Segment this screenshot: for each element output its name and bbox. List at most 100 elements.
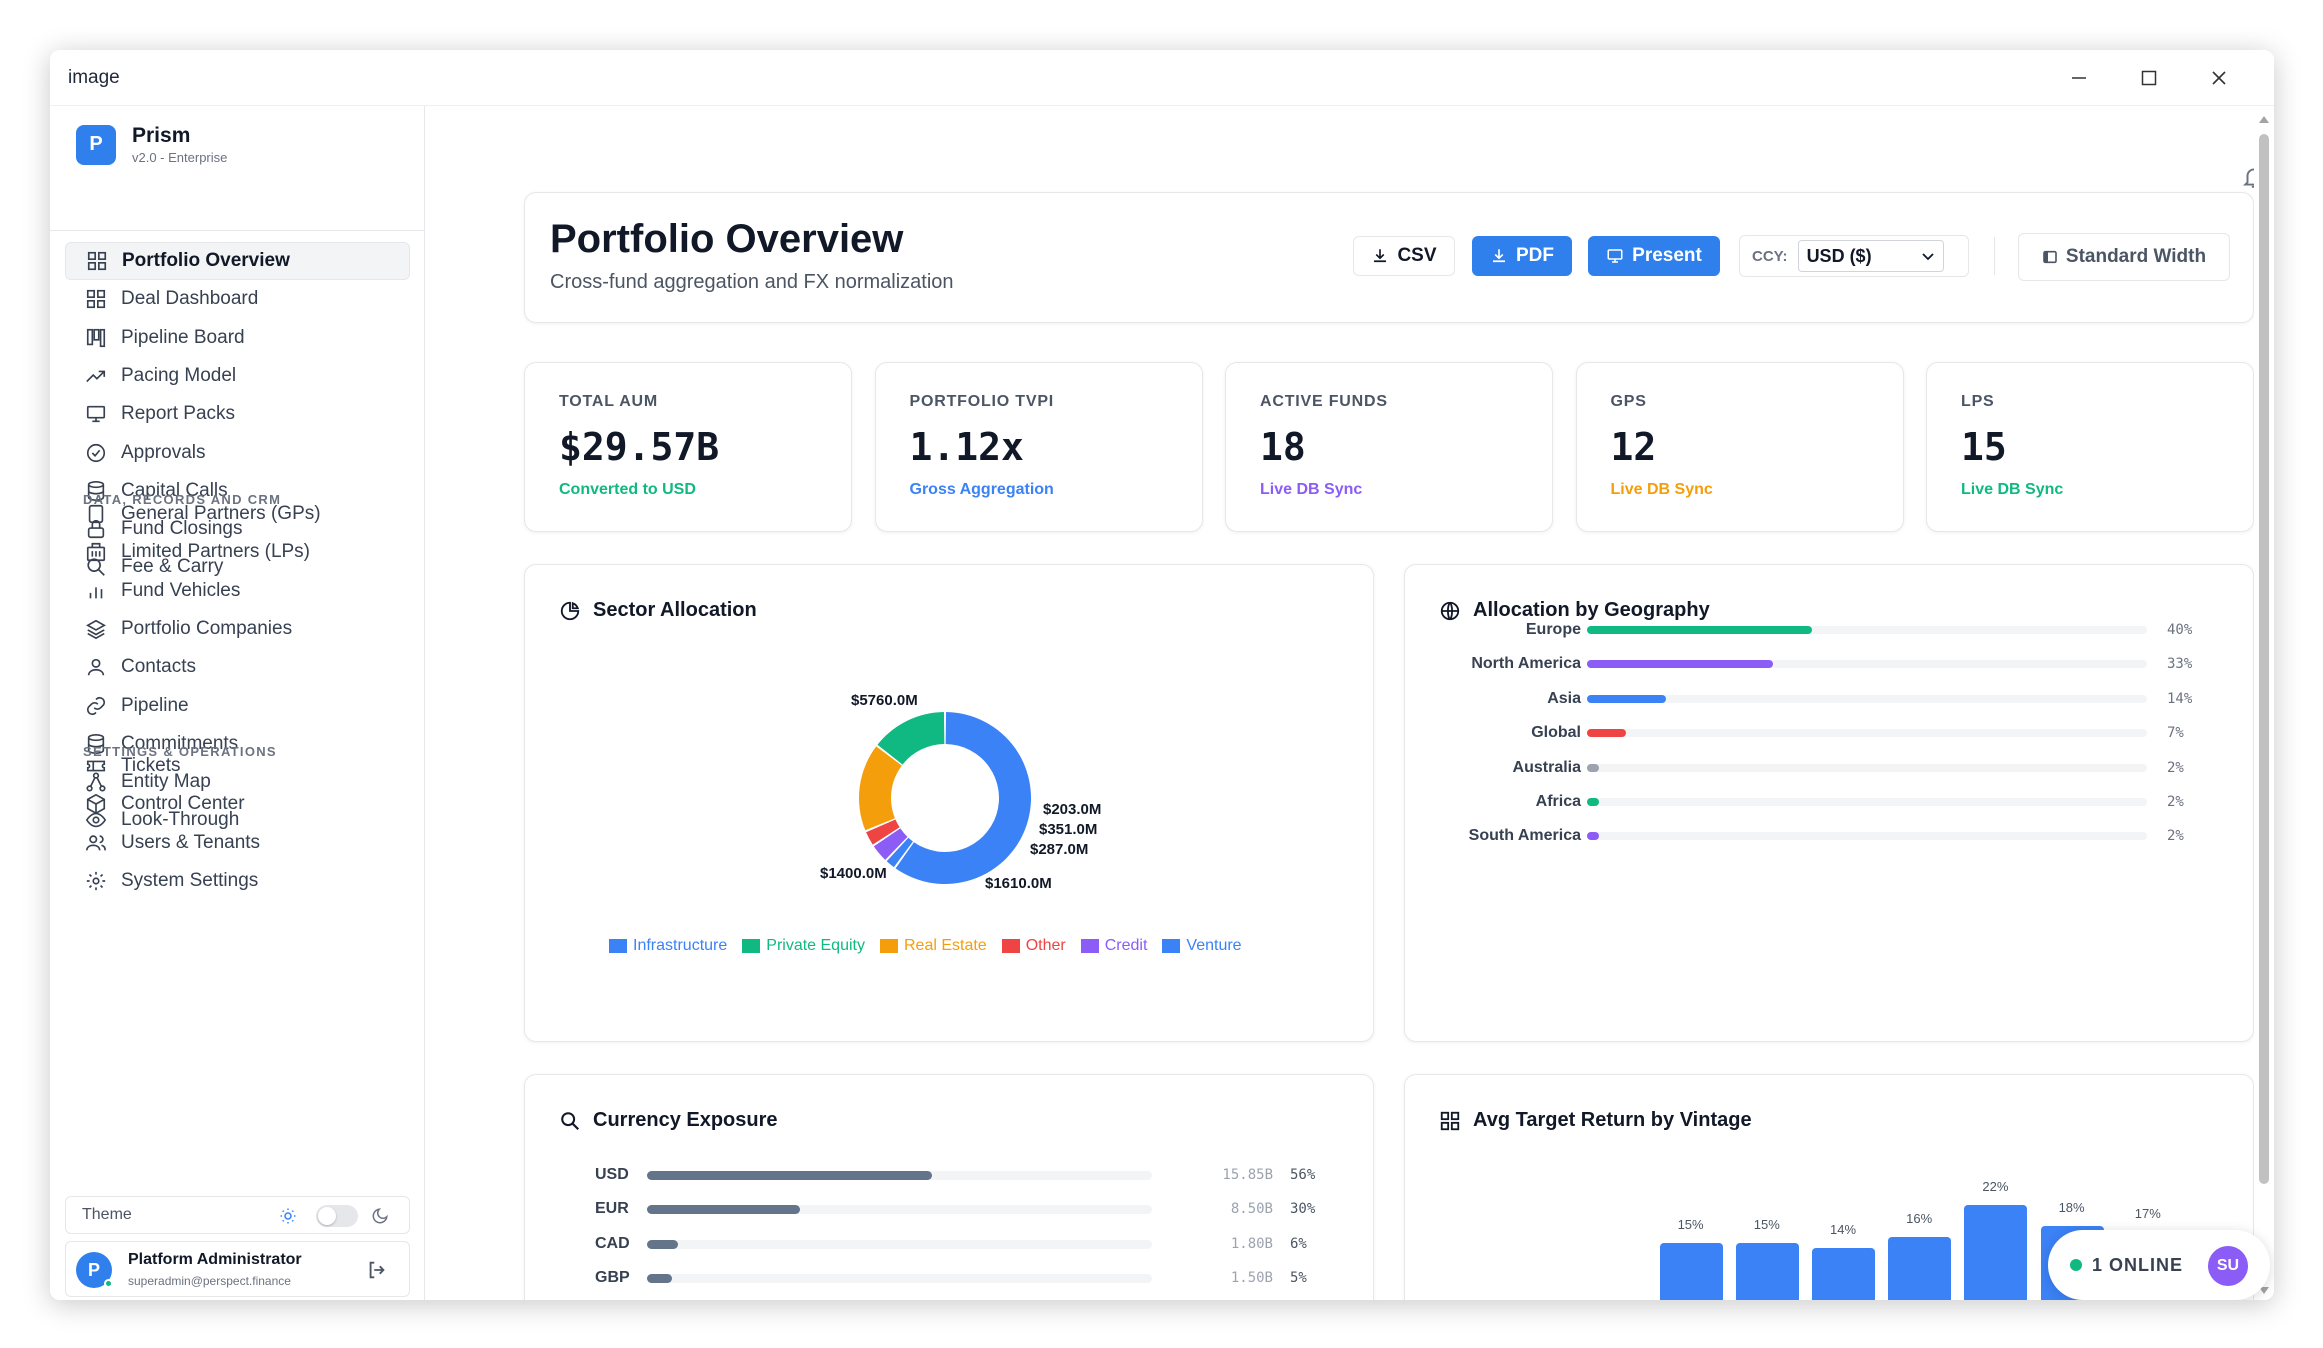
currency-select[interactable]: USD ($) xyxy=(1797,240,1944,272)
maximize-icon[interactable] xyxy=(2114,50,2184,106)
legend-swatch xyxy=(1080,939,1099,953)
page-subtitle: Cross-fund aggregation and FX normalizat… xyxy=(550,271,954,293)
legend-swatch xyxy=(1001,939,1020,953)
database-icon xyxy=(87,733,105,754)
scroll-down-icon[interactable] xyxy=(2258,1286,2270,1296)
moon-icon[interactable] xyxy=(371,1207,389,1225)
sidebar-item-report-packs[interactable]: Report Packs xyxy=(65,395,410,433)
sidebar-item-label: Look-Through xyxy=(121,809,240,831)
kpi-label: TOTAL AUM xyxy=(559,393,659,410)
kpi-subtext: Live DB Sync xyxy=(1610,481,1713,498)
sun-icon[interactable] xyxy=(279,1207,297,1225)
geo-row: Asia 14% xyxy=(1405,684,2265,714)
legend-swatch xyxy=(742,939,761,953)
legend-item[interactable]: Credit xyxy=(1080,937,1148,955)
bar-track xyxy=(1587,798,2147,806)
sidebar-item-pipeline-board[interactable]: Pipeline Board xyxy=(65,319,410,357)
kpi-label: LPS xyxy=(1961,393,1995,410)
sidebar-item-limited-partners-lps[interactable]: Limited Partners (LPs) xyxy=(65,533,410,571)
bar-value: 6% xyxy=(1290,1235,1307,1252)
pie-slice-venture[interactable] xyxy=(886,837,913,868)
scroll-up-icon[interactable] xyxy=(2258,114,2270,124)
standard-width-button[interactable]: Standard Width xyxy=(2018,233,2230,281)
sidebar-item-deal-dashboard[interactable]: Deal Dashboard xyxy=(65,280,410,318)
sidebar-item-label: Report Packs xyxy=(121,403,236,425)
vintage-bar[interactable] xyxy=(1888,1237,1952,1300)
pie-slice-other[interactable] xyxy=(866,819,900,845)
sidebar-item-pipeline[interactable]: Pipeline xyxy=(65,687,410,725)
sidebar-item-label: Fee & Carry xyxy=(121,556,224,578)
csv-button[interactable]: CSV xyxy=(1353,236,1455,276)
pie-slice-infrastructure[interactable] xyxy=(895,712,1031,884)
geo-row: South America 2% xyxy=(1405,821,2265,851)
sidebar-item-pacing-model[interactable]: Pacing Model xyxy=(65,357,410,395)
kpi-label: GPS xyxy=(1610,393,1647,410)
sidebar-item-fund-vehicles[interactable]: Fund Vehicles xyxy=(65,572,410,610)
sidebar-item-users-tenants[interactable]: Users & Tenants xyxy=(65,824,410,862)
sidebar-item-approvals[interactable]: Approvals xyxy=(65,434,410,472)
vintage-bar[interactable] xyxy=(1812,1247,1875,1300)
sidebar-item-portfolio-overview[interactable]: Portfolio Overview xyxy=(65,242,410,280)
scrollbar-thumb[interactable] xyxy=(2259,134,2269,1184)
sidebar-item-portfolio-companies[interactable]: Portfolio Companies xyxy=(65,610,410,648)
online-dot xyxy=(104,1279,113,1288)
minimize-icon[interactable] xyxy=(2044,50,2114,106)
vintage-bar[interactable] xyxy=(1659,1242,1723,1300)
kpi-value: 18 xyxy=(1260,425,1306,469)
logout-icon[interactable] xyxy=(366,1259,388,1281)
present-button[interactable]: Present xyxy=(1588,236,1720,276)
section-heading: SETTINGS & OPERATIONS xyxy=(83,744,277,759)
sidebar-item-commitments[interactable]: Commitments xyxy=(65,725,410,763)
vintage-bar[interactable] xyxy=(1735,1242,1799,1300)
bar-label: EUR xyxy=(595,1200,629,1218)
bar-value: 5% xyxy=(1290,1270,1307,1287)
sidebar-item-control-center[interactable]: Control Center xyxy=(65,785,410,823)
network-icon xyxy=(86,772,106,792)
lock-icon xyxy=(87,520,105,539)
gear-icon xyxy=(86,871,106,891)
avatar: SU xyxy=(2208,1246,2248,1286)
pdf-button[interactable]: PDF xyxy=(1472,236,1572,276)
card-title: Currency Exposure xyxy=(559,1109,778,1132)
sidebar-item-label: Fund Closings xyxy=(121,518,243,540)
legend-item[interactable]: Private Equity xyxy=(742,937,865,955)
bar-value: 2% xyxy=(2167,828,2184,845)
legend-item[interactable]: Real Estate xyxy=(879,937,987,955)
brand-logo: P xyxy=(76,124,116,165)
sidebar-item-fee-carry[interactable]: Fee & Carry xyxy=(65,548,410,586)
legend-label: Credit xyxy=(1104,937,1148,954)
sidebar-item-general-partners-gps[interactable]: General Partners (GPs) xyxy=(65,495,410,533)
kpi-label: ACTIVE FUNDS xyxy=(1260,393,1388,410)
kpi-value: 15 xyxy=(1961,425,2007,469)
sidebar-item-look-through[interactable]: Look-Through xyxy=(65,801,410,839)
presence-indicator[interactable]: 1 ONLINE SU xyxy=(2048,1230,2270,1300)
bar-track xyxy=(1587,626,2147,634)
data-label: $287.0M xyxy=(1030,841,1089,858)
sidebar-item-tickets[interactable]: Tickets xyxy=(65,747,410,785)
scrollbar[interactable] xyxy=(2254,106,2274,1300)
user-card[interactable]: P Platform Administrator superadmin@pers… xyxy=(65,1241,410,1297)
sidebar-item-system-settings[interactable]: System Settings xyxy=(65,862,410,900)
legend-item[interactable]: Other xyxy=(1001,937,1066,955)
brand-version: v2.0 - Enterprise xyxy=(132,150,228,165)
pie-slice-real-estate[interactable] xyxy=(859,746,902,831)
close-icon[interactable] xyxy=(2184,50,2254,106)
currency-exposure-card: Currency Exposure USD 15.85B 56% EUR 8.50B 30… xyxy=(524,1074,1374,1300)
brand[interactable]: P Prism v2.0 - Enterprise xyxy=(76,124,227,165)
pie-slice-private-equity[interactable] xyxy=(877,712,945,765)
data-label: $5760.0M xyxy=(851,692,918,709)
kpi-label: PORTFOLIO TVPI xyxy=(909,393,1055,410)
legend-item[interactable]: Venture xyxy=(1162,937,1242,955)
sidebar-item-fund-closings[interactable]: Fund Closings xyxy=(65,510,410,548)
bar-value: 2% xyxy=(2167,794,2184,810)
bar-track xyxy=(647,1205,1152,1215)
bar-value: 7% xyxy=(2167,725,2184,742)
vintage-bar[interactable] xyxy=(1964,1205,2028,1300)
pie-slice-credit[interactable] xyxy=(873,828,908,860)
sidebar-item-label: Portfolio Companies xyxy=(121,617,293,639)
legend-item[interactable]: Infrastructure xyxy=(609,937,727,955)
sidebar-item-entity-map[interactable]: Entity Map xyxy=(65,763,410,801)
sidebar-item-capital-calls[interactable]: Capital Calls xyxy=(65,472,410,510)
sidebar-item-contacts[interactable]: Contacts xyxy=(65,648,410,686)
theme-toggle[interactable] xyxy=(316,1205,358,1227)
